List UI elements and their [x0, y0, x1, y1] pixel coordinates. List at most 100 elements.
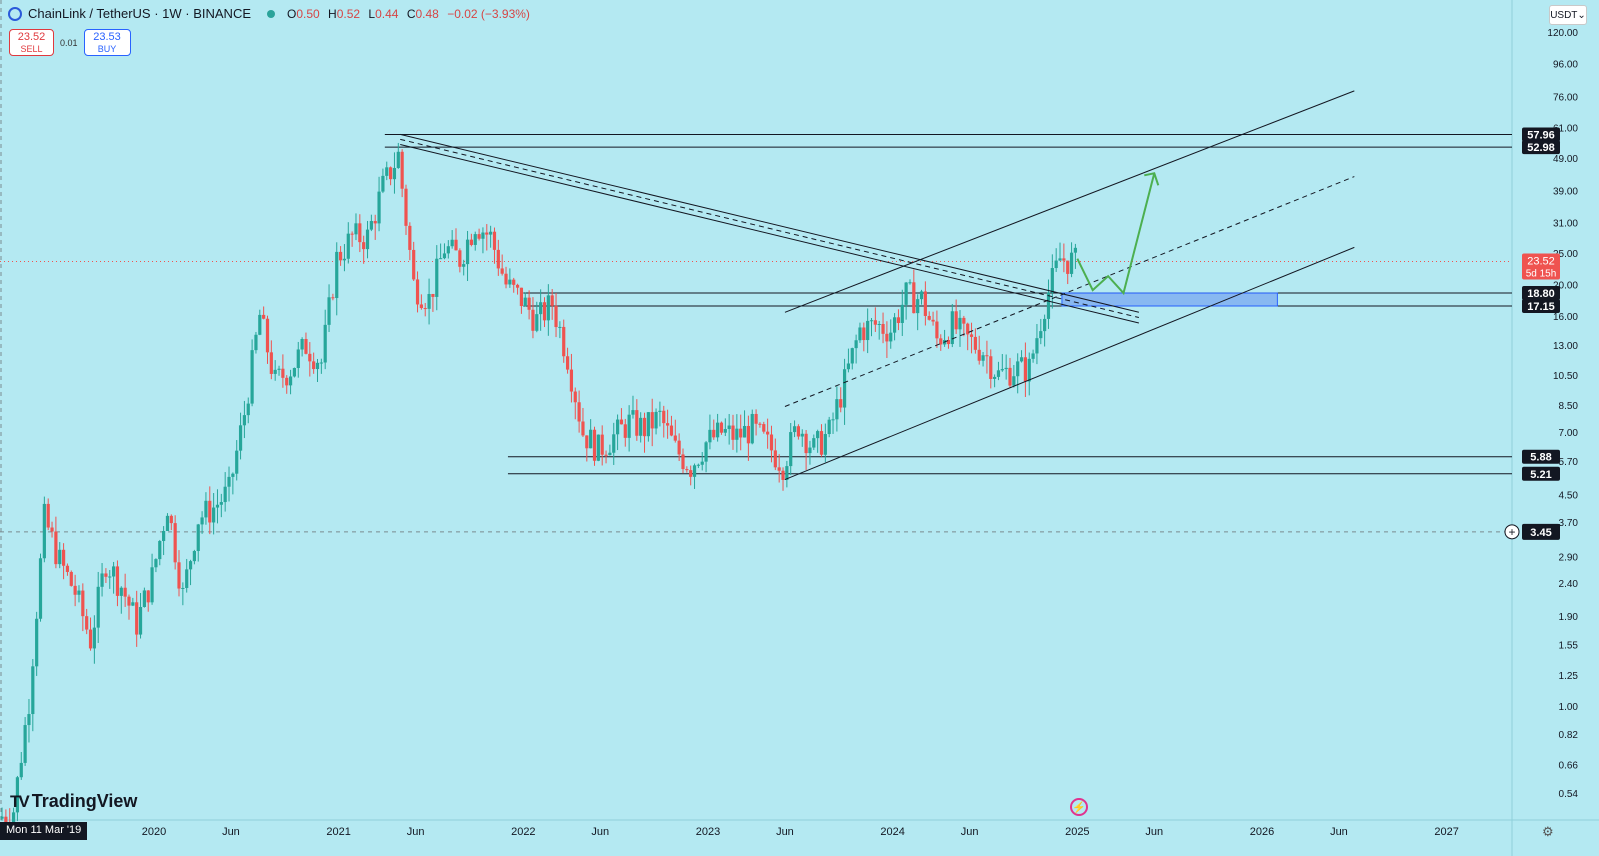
candle-body [292, 367, 297, 377]
horizontal-levels [0, 0, 1512, 820]
candle-body [473, 234, 477, 245]
gear-icon[interactable]: ⚙ [1542, 824, 1554, 839]
candle-body [604, 454, 608, 456]
symbol-header: ChainLink / TetherUS · 1W · BINANCE O0.5… [8, 6, 535, 21]
projection-path [1076, 172, 1160, 296]
plus-icon: + [1508, 525, 1515, 539]
y-tick-label: 96.00 [1553, 59, 1578, 70]
currency-dropdown[interactable]: USDT ⌄ [1549, 5, 1587, 25]
candle-body [850, 348, 854, 364]
time-axis[interactable]: 2020 Jun 2021 Jun 2022 Jun 2023 Jun 2024 Jun 2025 J… [142, 826, 1459, 838]
candle-body [389, 167, 393, 180]
candle-body [535, 314, 539, 331]
candle-body [235, 450, 239, 474]
candle-body [219, 502, 223, 505]
trendline-channel-lower [784, 246, 1355, 481]
candle-body [15, 777, 20, 813]
y-tick-label: 31.00 [1553, 219, 1578, 230]
chainlink-logo-icon [8, 6, 22, 21]
candle-body [773, 450, 777, 468]
candle-body [831, 419, 835, 421]
candle-body [716, 422, 720, 438]
candle-body [146, 590, 150, 603]
add-alert-icon [1504, 524, 1520, 540]
candle-body [308, 353, 312, 362]
candle-body [889, 332, 893, 342]
lightning-icon[interactable]: ⚡ [1070, 798, 1088, 816]
candle-body [1000, 369, 1004, 371]
candle-body [650, 412, 654, 429]
candle-body [754, 413, 758, 424]
y-tick-label: 1.25 [1559, 671, 1579, 682]
buy-button[interactable]: 23.53 BUY [83, 29, 131, 56]
candle-body [919, 291, 924, 300]
candle-body [719, 422, 724, 433]
x-tick-label: Jun [1145, 826, 1163, 838]
candle-body [23, 725, 27, 763]
candle-body [931, 319, 935, 322]
candle-body [808, 447, 812, 454]
candle-body [242, 415, 247, 426]
candle-body [492, 231, 497, 250]
x-tick-label: 2021 [326, 826, 350, 838]
candle-body [273, 369, 277, 374]
candle-body [127, 596, 131, 606]
candle-body [881, 323, 885, 334]
candle-body [885, 333, 889, 342]
sell-button[interactable]: 23.52 SELL [9, 29, 54, 56]
tradingview-watermark: TV TradingView [10, 791, 137, 812]
trendline-channel-mid-dashed [784, 176, 1355, 407]
candle-body [65, 565, 70, 572]
candle-body [350, 233, 354, 235]
candle-body [892, 317, 897, 333]
candle-body [85, 616, 89, 630]
candle-body [750, 413, 754, 444]
candle-body [227, 476, 231, 487]
candle-body [373, 221, 377, 224]
candle-body [723, 429, 727, 433]
candle-body [500, 268, 504, 274]
candle-body [912, 282, 916, 314]
candle-body [873, 320, 877, 325]
candle-body [573, 391, 577, 403]
candle-body [700, 461, 704, 465]
symbol-title[interactable]: ChainLink / TetherUS · 1W · BINANCE [28, 6, 251, 21]
candle-body [904, 282, 908, 305]
candle-body [769, 434, 774, 451]
candle-body [300, 338, 304, 350]
candle-body [989, 356, 993, 379]
candle-body [335, 251, 339, 299]
candle-body [896, 317, 901, 324]
candle-body [973, 336, 977, 350]
candle-body [504, 273, 508, 285]
chevron-down-icon: ⌄ [1577, 9, 1586, 21]
buy-price: 23.53 [93, 30, 121, 43]
x-tick-label: 2025 [1065, 826, 1089, 838]
candle-body [423, 308, 427, 310]
y-tick-label: 8.50 [1559, 401, 1579, 412]
candle-body [50, 527, 54, 532]
sell-label: SELL [20, 43, 43, 54]
candle-body [981, 355, 985, 361]
candle-body [727, 425, 731, 430]
change-value: −0.02 (−3.93%) [447, 6, 530, 21]
candle-body [816, 431, 820, 439]
candle-body [92, 627, 96, 649]
candle-body [315, 362, 320, 370]
price-label-box [1522, 466, 1560, 481]
candle-body [696, 464, 700, 466]
candle-body [796, 426, 801, 437]
y-tick-label: 1.55 [1559, 641, 1579, 652]
candle-body [381, 175, 385, 192]
candle-body [150, 567, 154, 603]
candle-body [1027, 358, 1031, 382]
candle-body [188, 561, 193, 570]
candle-body [181, 587, 185, 589]
candle-body [162, 530, 166, 542]
price-axis[interactable]: 120.00 96.00 76.00 61.00 49.00 39.00 31.00 25.0… [1504, 28, 1579, 800]
x-tick-label: 2020 [142, 826, 166, 838]
y-tick-label: 76.00 [1553, 92, 1578, 103]
support-zone [1061, 292, 1278, 307]
candle-body [458, 250, 462, 267]
